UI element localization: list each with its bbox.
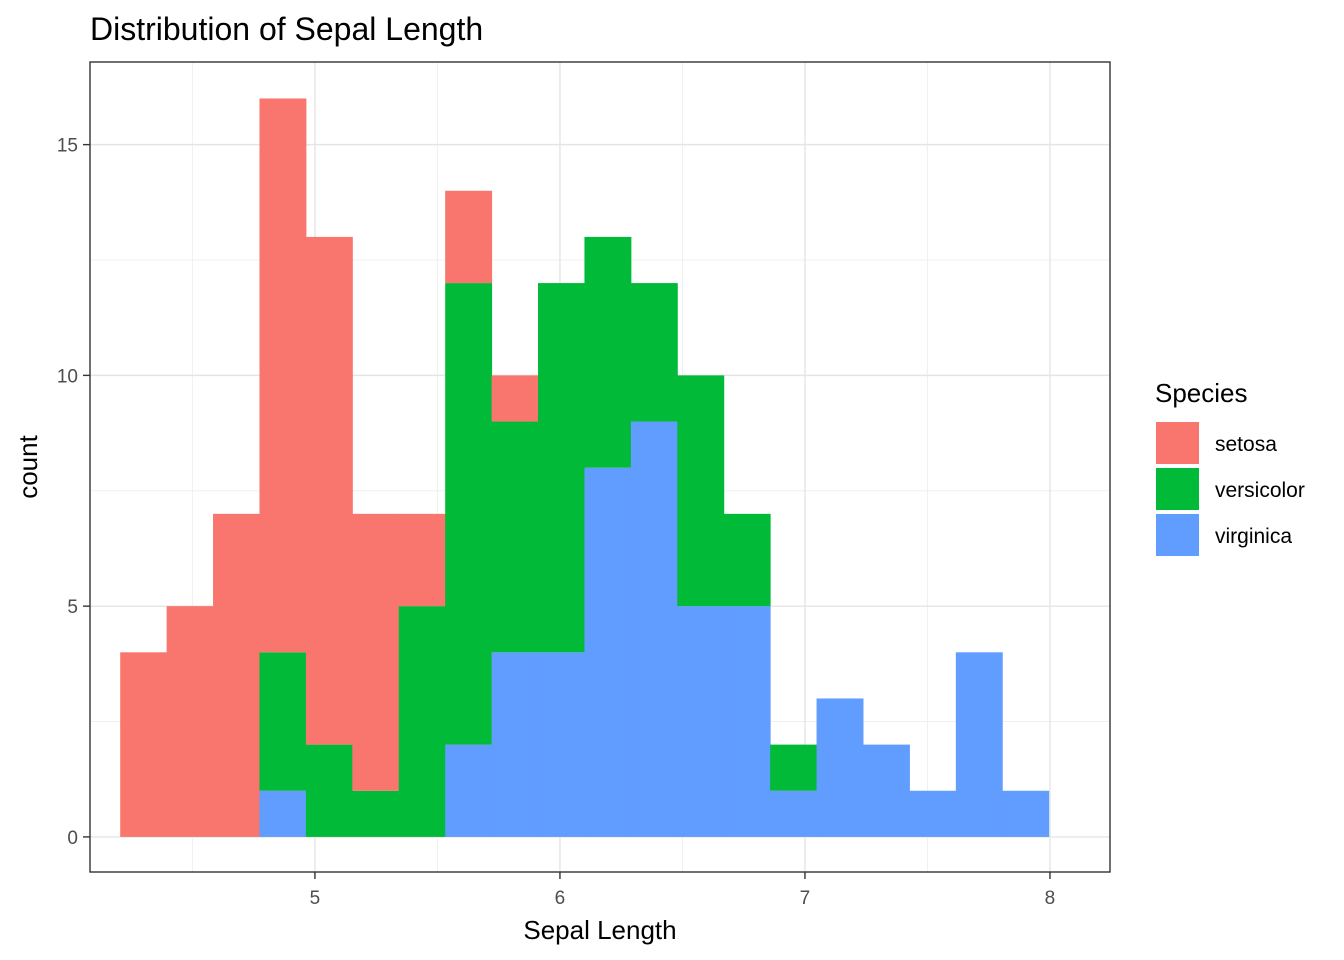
- bar-virginica: [445, 744, 493, 837]
- bar-virginica: [538, 652, 585, 837]
- legend-title: Species: [1155, 378, 1248, 408]
- bar-virginica: [723, 606, 771, 837]
- bar-virginica: [1002, 790, 1050, 837]
- y-axis: 0 5 10 15: [57, 136, 90, 849]
- legend-label-setosa: setosa: [1215, 433, 1277, 456]
- bar-setosa: [398, 513, 446, 607]
- legend-key-versicolor: [1156, 468, 1199, 510]
- bar-setosa: [305, 236, 353, 745]
- y-tick-label: 10: [57, 366, 78, 387]
- bar-virginica: [584, 467, 632, 837]
- legend-key-virginica: [1156, 514, 1199, 556]
- bar-versicolor: [723, 513, 771, 607]
- y-axis-label: count: [13, 434, 43, 498]
- bar-setosa: [166, 606, 214, 837]
- bar-virginica: [770, 790, 818, 837]
- y-tick-label: 5: [67, 597, 78, 618]
- bar-versicolor: [305, 744, 353, 837]
- bar-virginica: [862, 744, 910, 837]
- bar-versicolor: [352, 790, 400, 837]
- x-axis-label: Sepal Length: [523, 915, 676, 945]
- bar-setosa: [491, 375, 539, 422]
- legend: Species setosa versicolor virginica: [1155, 378, 1305, 556]
- bar-setosa: [259, 98, 307, 653]
- bar-setosa: [213, 513, 260, 837]
- legend-label-virginica: virginica: [1215, 525, 1292, 548]
- bar-versicolor: [259, 652, 307, 791]
- bar-versicolor: [445, 283, 493, 745]
- bar-setosa: [120, 652, 168, 837]
- bar-virginica: [909, 790, 957, 837]
- legend-label-versicolor: versicolor: [1215, 479, 1305, 502]
- bar-setosa: [445, 190, 493, 284]
- y-tick-label: 0: [67, 828, 78, 849]
- y-tick-label: 15: [57, 136, 78, 157]
- bar-versicolor: [538, 283, 585, 653]
- bar-virginica: [630, 421, 678, 837]
- bar-virginica: [816, 698, 864, 837]
- bar-virginica: [677, 606, 725, 837]
- x-tick-label: 7: [800, 888, 811, 909]
- bar-virginica: [259, 790, 307, 837]
- x-tick-label: 6: [555, 888, 566, 909]
- x-tick-label: 8: [1045, 888, 1056, 909]
- bar-versicolor: [584, 236, 632, 468]
- bar-versicolor: [677, 375, 725, 607]
- bar-versicolor: [398, 606, 446, 837]
- x-axis: 5 6 7 8: [310, 872, 1056, 909]
- bar-versicolor: [770, 744, 818, 791]
- bar-versicolor: [491, 421, 539, 653]
- legend-key-setosa: [1156, 422, 1199, 464]
- chart-title: Distribution of Sepal Length: [90, 11, 483, 47]
- bar-virginica: [491, 652, 539, 837]
- bar-versicolor: [630, 283, 678, 422]
- panel-border: [89, 61, 1111, 873]
- x-tick-label: 5: [310, 888, 321, 909]
- bars: [120, 98, 1050, 837]
- bar-virginica: [955, 652, 1003, 837]
- bar-setosa: [352, 513, 400, 791]
